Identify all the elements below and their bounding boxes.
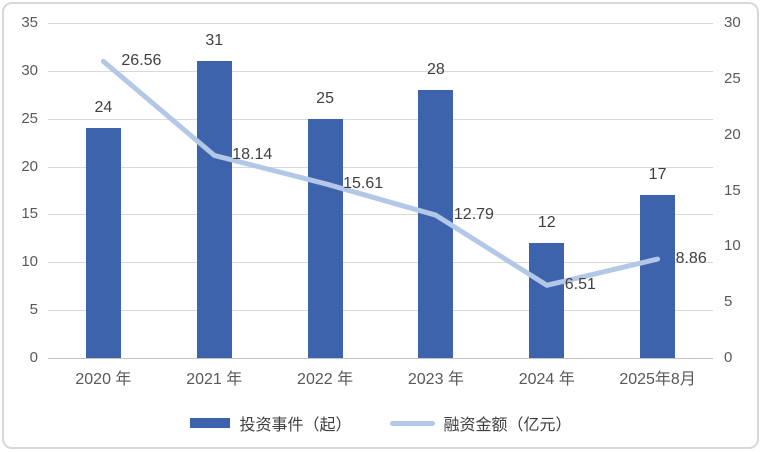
bar	[85, 128, 121, 358]
x-axis-label: 2023 年	[407, 371, 464, 388]
gridline	[48, 118, 713, 120]
gridline	[48, 70, 713, 72]
gridline	[48, 23, 713, 24]
legend-item-line: 融资金额（亿元）	[389, 411, 572, 435]
y-axis-label-left: 20	[21, 157, 38, 175]
gridline	[48, 214, 713, 216]
line-value-label: 8.86	[675, 250, 707, 268]
line-value-label: 26.56	[121, 52, 162, 70]
x-axis-label: 2025年8月	[619, 371, 696, 388]
y-axis-label-left: 25	[21, 109, 38, 127]
line-value-label: 15.61	[343, 174, 384, 192]
y-axis-label-left: 5	[29, 301, 38, 319]
bar-value-label: 17	[648, 166, 667, 184]
y-axis-label-left: 0	[29, 349, 38, 366]
gridline	[48, 262, 713, 264]
line-series-swatch	[389, 420, 435, 426]
y-axis-label-right: 20	[724, 125, 741, 143]
gridline	[48, 310, 713, 312]
y-axis-label-left: 10	[21, 253, 38, 271]
bar-series-swatch	[190, 418, 231, 428]
x-axis-label: 2022 年	[297, 371, 354, 388]
y-axis-label-right: 15	[724, 181, 741, 199]
y-axis-label-left: 35	[21, 14, 38, 31]
bar	[307, 118, 343, 358]
x-axis-label: 2024 年	[518, 371, 575, 388]
bar-value-label: 28	[427, 61, 445, 78]
line-value-label: 18.14	[232, 146, 273, 164]
x-axis-label: 2020 年	[75, 371, 132, 388]
y-axis-label-right: 10	[724, 237, 741, 255]
legend: 投资事件（起） 融资金额（亿元）	[0, 408, 762, 438]
bar-value-label: 12	[537, 214, 556, 232]
gridline	[48, 166, 713, 168]
y-axis-label-left: 30	[21, 61, 38, 79]
legend-label-line: 融资金额（亿元）	[443, 417, 572, 434]
bar	[529, 243, 565, 358]
y-axis-label-right: 5	[724, 293, 733, 311]
bar	[196, 61, 232, 358]
bar-value-label: 25	[316, 89, 334, 107]
x-axis-label: 2021 年	[186, 371, 243, 388]
y-axis-label-left: 15	[21, 205, 38, 223]
y-axis-label-right: 0	[724, 349, 733, 366]
legend-label-bars: 投资事件（起）	[239, 417, 352, 434]
bar-value-label: 31	[205, 32, 224, 50]
x-axis-line	[48, 358, 713, 359]
bar-value-label: 24	[94, 99, 113, 117]
line-value-label: 6.51	[564, 276, 596, 294]
y-axis-label-right: 30	[724, 14, 741, 31]
bar	[640, 195, 676, 358]
y-axis-label-right: 25	[724, 69, 741, 87]
legend-item-bars: 投资事件（起）	[190, 411, 352, 435]
line-value-label: 12.79	[453, 206, 494, 224]
